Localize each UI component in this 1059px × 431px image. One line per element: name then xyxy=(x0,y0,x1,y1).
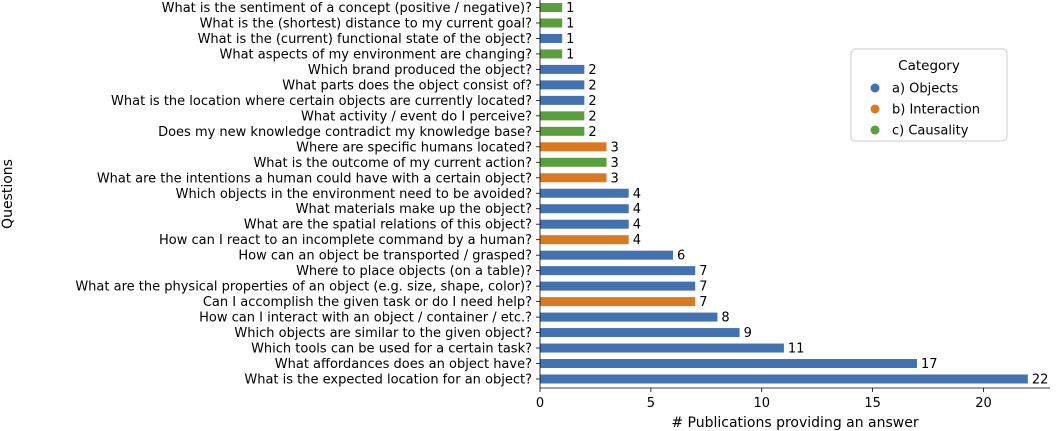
legend-frame xyxy=(850,48,1008,142)
y-axis-title: Questions xyxy=(0,159,16,229)
x-axis: 0 5 10 15 20 xyxy=(536,0,1050,411)
bar-value-label: 7 xyxy=(699,264,707,279)
bar-value-label: 6 xyxy=(677,249,685,264)
bar xyxy=(540,297,696,307)
x-tick-label: 5 xyxy=(647,396,655,411)
question-label: What are the spatial relations of this o… xyxy=(244,218,532,233)
bar-value-label: 1 xyxy=(566,47,574,62)
legend-title: Category xyxy=(898,58,960,74)
bar-value-label: 2 xyxy=(588,63,596,78)
question-label: What is the location where certain objec… xyxy=(111,94,532,109)
bar xyxy=(540,3,563,12)
legend-label: a) Objects xyxy=(892,82,959,97)
bar xyxy=(540,188,629,198)
question-label: What parts does the object consist of? xyxy=(282,78,532,93)
question-label: What is the sentiment of a concept (posi… xyxy=(162,1,532,16)
bar-value-label: 2 xyxy=(588,78,596,93)
question-label: How can I react to an incomplete command… xyxy=(159,233,532,248)
bar-value-label: 9 xyxy=(744,326,752,341)
bar xyxy=(540,235,629,245)
bar xyxy=(540,126,585,136)
bar-value-label: 7 xyxy=(699,295,707,310)
bar xyxy=(540,359,917,369)
question-label: Where to place objects (on a table)? xyxy=(296,264,532,279)
question-label: What aspects of my environment are chang… xyxy=(219,47,532,62)
bar-value-label: 3 xyxy=(611,171,619,186)
bar-value-label: 1 xyxy=(566,32,574,47)
bar-value-label: 2 xyxy=(588,94,596,109)
bar xyxy=(540,142,607,152)
bar-value-label: 4 xyxy=(633,218,641,233)
bar xyxy=(540,343,784,353)
bar-value-label: 11 xyxy=(788,342,805,357)
bar xyxy=(540,250,674,260)
question-labels: What is the sentiment of a concept (posi… xyxy=(75,1,532,388)
x-tick-label: 0 xyxy=(536,396,544,411)
x-tick-label: 15 xyxy=(864,396,881,411)
bar xyxy=(540,157,607,167)
bar-value-label: 8 xyxy=(721,311,729,326)
bar-value-label: 1 xyxy=(566,1,574,16)
question-label: What is the outcome of my current action… xyxy=(253,156,532,171)
bar xyxy=(540,219,629,229)
legend-marker xyxy=(870,83,880,93)
bar xyxy=(540,49,563,59)
bar xyxy=(540,64,585,74)
question-label: Which brand produced the object? xyxy=(308,63,532,78)
legend-marker xyxy=(870,104,880,114)
bar-value-label: 3 xyxy=(611,140,619,155)
question-label: What is the expected location for an obj… xyxy=(244,373,532,388)
question-label: Which tools can be used for a certain ta… xyxy=(251,342,532,357)
bar xyxy=(540,374,1028,384)
question-label: What materials make up the object? xyxy=(296,202,532,217)
question-label: Which objects in the environment need to… xyxy=(176,187,532,202)
bar xyxy=(540,204,629,214)
question-label: Does my new knowledge contradict my know… xyxy=(158,125,532,140)
x-tick-label: 20 xyxy=(975,396,992,411)
bar-value-label: 22 xyxy=(1032,373,1049,388)
bar xyxy=(540,328,740,338)
bar-value-label: 17 xyxy=(921,357,938,372)
question-label: What is the (shortest) distance to my cu… xyxy=(200,16,532,31)
bar-value-label: 2 xyxy=(588,125,596,140)
question-label: How can an object be transported / grasp… xyxy=(238,249,532,264)
question-label: Which objects are similar to the given o… xyxy=(234,326,532,341)
bar-value-label: 1 xyxy=(566,16,574,31)
question-label: Can I accomplish the given task or do I … xyxy=(203,295,532,310)
bar-value-label: 2 xyxy=(588,109,596,124)
x-axis-title: # Publications providing an answer xyxy=(671,415,919,431)
bar xyxy=(540,173,607,183)
question-label: What activity / event do I perceive? xyxy=(301,109,532,124)
legend-marker xyxy=(870,125,880,135)
bar-value-label: 7 xyxy=(699,280,707,295)
bar xyxy=(540,266,696,276)
legend-label: b) Interaction xyxy=(892,103,980,118)
question-label: Where are specific humans located? xyxy=(296,140,532,155)
bar xyxy=(540,80,585,90)
bar xyxy=(540,111,585,121)
question-label: What is the (current) functional state o… xyxy=(198,32,532,47)
question-label: What are the intentions a human could ha… xyxy=(97,171,532,186)
legend: Category a) Objects b) Interaction c) Caus… xyxy=(850,48,1008,142)
bar xyxy=(540,281,696,291)
question-label: What affordances does an object have? xyxy=(275,357,532,372)
legend-label: c) Causality xyxy=(892,124,969,139)
bar-value-label: 3 xyxy=(611,156,619,171)
question-label: How can I interact with an object / cont… xyxy=(199,311,532,326)
bar-value-label: 4 xyxy=(633,233,641,248)
x-tick-label: 10 xyxy=(753,396,770,411)
bar xyxy=(540,18,563,28)
bar xyxy=(540,95,585,105)
question-label: What are the physical properties of an o… xyxy=(75,280,532,295)
bar-value-label: 4 xyxy=(633,202,641,217)
bar-value-label: 4 xyxy=(633,187,641,202)
bar xyxy=(540,33,563,43)
bar xyxy=(540,312,718,322)
